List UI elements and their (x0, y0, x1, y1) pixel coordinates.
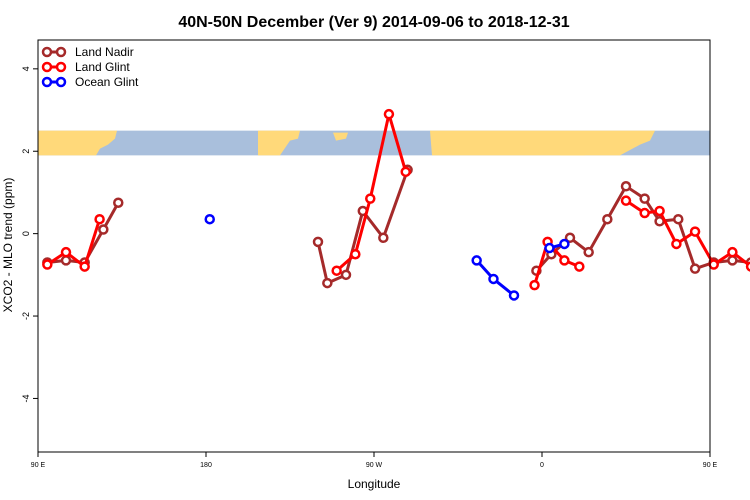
data-point-land-nadir (583, 246, 594, 258)
data-point-ocean-glint (544, 242, 555, 254)
data-point-land-glint (79, 261, 90, 272)
x-tick-label: 90 W (366, 462, 383, 469)
data-point-ocean-glint (488, 273, 499, 285)
data-point-land-glint (745, 261, 750, 272)
series-land-nadir (42, 164, 750, 289)
data-point-land-glint (60, 246, 72, 258)
data-point-land-nadir (378, 232, 389, 244)
data-point-land-glint (42, 259, 53, 270)
series-layer (42, 108, 750, 301)
plot-frame (37, 39, 711, 453)
data-point-land-nadir (98, 224, 109, 235)
data-point-land-nadir (340, 269, 352, 281)
data-point-land-glint (529, 279, 540, 291)
data-point-land-nadir (113, 197, 124, 208)
map-land-5 (560, 144, 585, 156)
data-point-land-nadir (564, 232, 576, 244)
data-point-ocean-glint (204, 213, 215, 225)
series-ocean-glint (204, 213, 570, 301)
legend-marker (55, 76, 67, 88)
data-point-land-glint (708, 259, 719, 270)
data-point-land-glint (574, 261, 585, 272)
data-point-land-glint (639, 207, 650, 219)
series-land-glint (42, 108, 750, 291)
legend-marker (55, 61, 67, 73)
legend-label: Land Nadir (75, 45, 134, 59)
data-point-land-nadir (602, 213, 613, 225)
y-axis: 4 2 0 -2 -4 (21, 66, 38, 402)
x-tick-label: 0 (540, 462, 544, 469)
x-tick-label: 90 E (703, 462, 718, 469)
legend-label: Land Glint (75, 60, 130, 74)
data-point-land-glint (331, 265, 342, 276)
legend-marker (41, 76, 53, 88)
map-land-4 (333, 132, 348, 141)
map-land (38, 130, 655, 156)
data-point-land-glint (559, 255, 570, 266)
data-point-land-glint (350, 248, 361, 260)
y-tick-label: -4 (21, 394, 31, 402)
map-land-1 (38, 130, 117, 156)
legend-marker (41, 61, 53, 73)
x-tick-label: 90 E (31, 462, 46, 469)
data-point-land-nadir (60, 255, 72, 266)
data-point-land-nadir (322, 277, 333, 289)
map-band (38, 130, 710, 156)
data-point-land-nadir (689, 263, 701, 274)
data-point-land-glint (671, 238, 682, 250)
legend-item-land-glint: Land Glint (41, 60, 130, 74)
data-point-land-nadir (727, 255, 738, 266)
chart-title: 40N-50N December (Ver 9) 2014-09-06 to 2… (178, 14, 569, 31)
y-tick-label: 0 (21, 231, 31, 236)
legend-marker (55, 46, 67, 58)
data-point-land-glint (400, 166, 411, 178)
x-axis-label: Longitude (348, 477, 401, 491)
map-land-2 (258, 130, 300, 156)
data-point-ocean-glint (559, 238, 570, 250)
data-point-land-nadir (673, 213, 684, 225)
legend-item-ocean-glint: Ocean Glint (41, 75, 139, 89)
series-line-land-nadir (316, 169, 410, 285)
x-axis: 90 E 180 90 W 0 90 E (31, 452, 718, 469)
y-tick-label: 2 (21, 149, 31, 154)
y-axis-label: XCO2 - MLO trend (ppm) (1, 178, 15, 313)
legend-label: Ocean Glint (75, 75, 139, 89)
legend-marker (41, 46, 53, 58)
x-tick-label: 180 (200, 462, 212, 469)
series-line-land-glint (46, 218, 102, 269)
data-point-land-nadir (620, 181, 632, 192)
data-point-ocean-glint (508, 290, 520, 301)
data-point-land-glint (365, 193, 376, 204)
series-line-land-glint (533, 240, 580, 286)
y-tick-label: -2 (21, 312, 31, 320)
data-point-ocean-glint (471, 255, 482, 266)
map-land-3 (430, 130, 655, 156)
y-tick-label: 4 (21, 66, 31, 71)
legend-item-land-nadir: Land Nadir (41, 45, 134, 59)
data-point-land-nadir (639, 193, 650, 204)
data-point-land-glint (654, 205, 665, 217)
series-line-land-nadir (47, 202, 120, 264)
data-point-land-glint (94, 213, 105, 225)
data-point-land-glint (689, 226, 701, 237)
data-point-land-glint (620, 195, 632, 206)
data-point-land-glint (727, 246, 738, 258)
data-point-land-nadir (312, 236, 324, 248)
data-point-land-glint (383, 108, 395, 120)
